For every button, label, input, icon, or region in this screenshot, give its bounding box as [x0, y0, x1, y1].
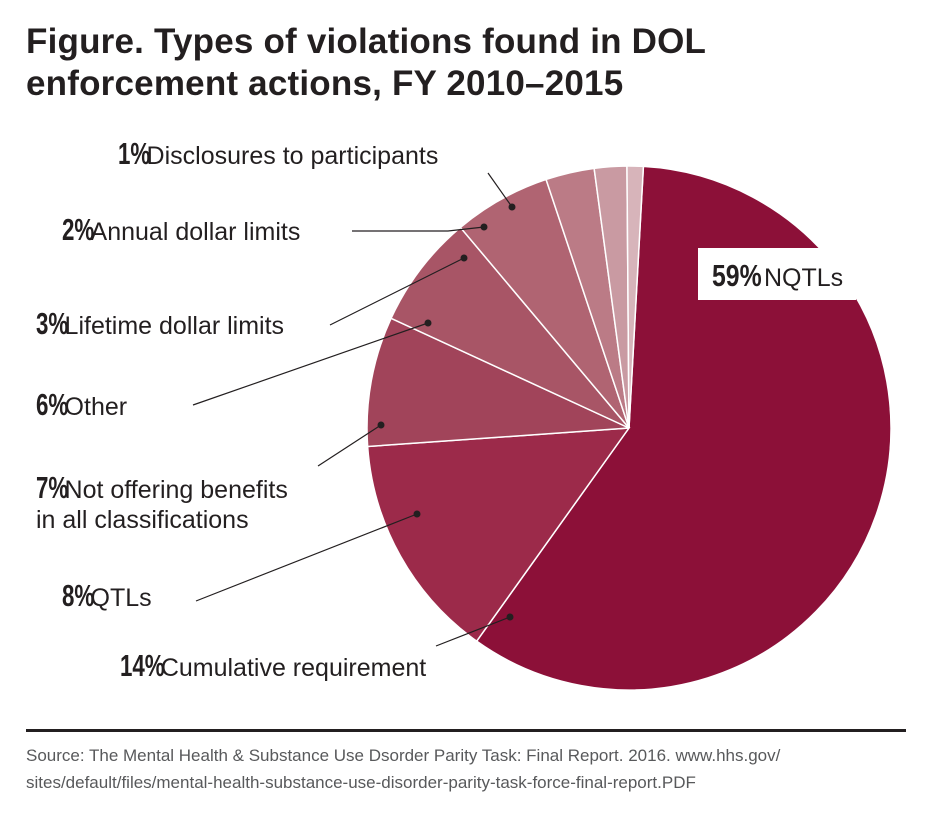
slice-name-label-6: Lifetime dollar limits: [65, 312, 285, 340]
slice-name-label-7: Annual dollar limits: [91, 218, 301, 246]
leader-line-3: [195, 513, 418, 602]
source-line-1: Source: The Mental Health & Substance Us…: [26, 746, 781, 765]
source-divider: [26, 729, 906, 732]
leader-line-6: [329, 257, 465, 326]
slice-name-label-1: NQTLs: [764, 264, 843, 292]
slice-name-label-4: Not offering benefits: [65, 476, 288, 504]
slice-labels: 59% NQTLs 14%Cumulative requirement 8%QTLs 7…: [36, 136, 856, 683]
leader-dot-5: [424, 319, 432, 327]
pie-slices: [366, 165, 892, 691]
slice-pct-label-3: 8%: [62, 578, 94, 612]
leader-line-8: [487, 172, 513, 208]
source-note: Source: The Mental Health & Substance Us…: [26, 742, 906, 796]
leader-line-7: [352, 226, 485, 232]
pie-slice-8: [626, 165, 645, 429]
slice-pct-label-1: 59%: [712, 258, 762, 292]
leader-lines: [192, 172, 516, 647]
source-line-2: sites/default/files/mental-health-substa…: [26, 773, 696, 792]
slice-pct-label-2: 14%: [120, 648, 165, 682]
slice-pct-label-6: 3%: [36, 306, 68, 340]
leader-line-2: [435, 616, 511, 647]
slice-pct-label-7: 2%: [62, 212, 94, 246]
chart-title-line-1: Figure. Types of violations found in DOL: [26, 22, 707, 61]
slice-name-label-3: QTLs: [91, 584, 152, 612]
slice-pct-label-4: 7%: [36, 470, 68, 504]
slice-pct-label-8: 1%: [118, 136, 150, 170]
slice-name-label-5: Other: [65, 393, 128, 421]
label-box-1: [698, 248, 856, 300]
slice-name-label-2: Cumulative requirement: [161, 654, 426, 682]
leader-line-5: [192, 322, 429, 406]
leader-dot-7: [480, 223, 488, 231]
leader-line-4: [317, 424, 382, 467]
leader-dot-6: [460, 254, 468, 262]
leader-dot-4: [377, 421, 385, 429]
pie-slice-3: [366, 317, 630, 448]
slice-pct-label-5: 6%: [36, 387, 68, 421]
pie-slice-2: [366, 427, 631, 643]
chart-title-line-2: enforcement actions, FY 2010–2015: [26, 64, 624, 103]
slice-name-label-8: Disclosures to participants: [147, 142, 439, 170]
leader-dot-3: [413, 510, 421, 518]
leader-dot-2: [506, 613, 514, 621]
pie-chart: 59% NQTLs 14%Cumulative requirement 8%QTLs 7…: [36, 136, 892, 691]
pie-slice-4: [390, 226, 630, 429]
leader-dot-8: [508, 203, 516, 211]
slice-name-label-4-line-2: in all classifications: [36, 506, 249, 534]
